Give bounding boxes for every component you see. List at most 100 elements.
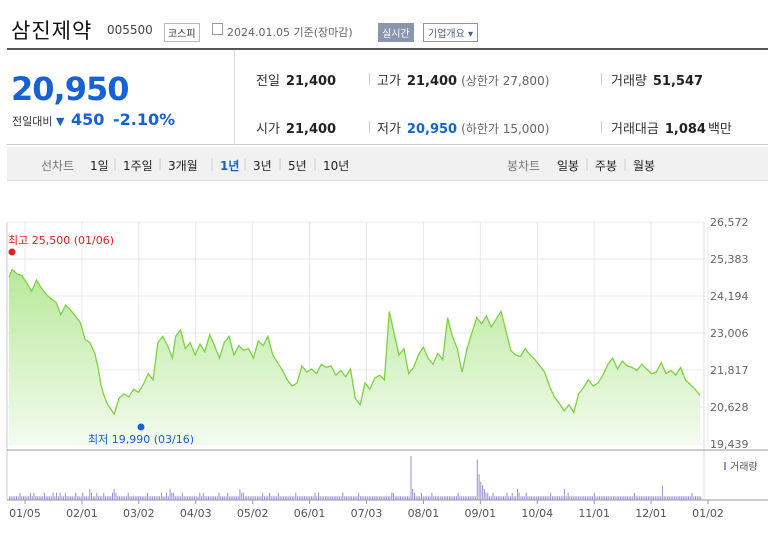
y-tick-label: 23,006 [710,327,749,340]
volume-bar [679,496,681,500]
volume-bar [342,492,344,500]
volume-bar [377,496,379,500]
volume-bar [684,496,686,500]
volume-bar [286,496,288,500]
volume-bar [176,496,178,500]
volume-bar [646,496,648,500]
period-1w[interactable]: 1주일 [123,159,153,173]
volume-bar [331,496,333,500]
volume-bar [461,496,463,500]
volume-bar [91,492,92,500]
volume-bar [23,496,24,500]
candle-daily[interactable]: 일봉 [557,159,580,173]
volume-bar [105,496,106,500]
volume-bar [269,492,271,500]
volume-bar [201,496,202,500]
volume-bar [567,492,569,500]
x-tick-label: 08/01 [408,507,440,520]
volume-bar [33,492,35,500]
volume-bar [106,496,108,500]
volume-bar [279,496,281,500]
volume-bar [382,496,384,500]
volume-bar [202,492,204,500]
volume-bar [225,496,227,500]
volume-bar [675,496,677,500]
volume-bar [606,496,607,500]
volume-bar [586,496,588,500]
volume-bar [166,492,168,500]
y-tick-label: 25,383 [710,253,749,266]
volume-bar [518,492,520,500]
volume-bar [253,496,255,500]
volume-bar [314,492,316,500]
y-tick-label: 19,439 [710,438,749,451]
volume-bar [541,496,543,500]
period-3y[interactable]: 3년 [253,159,272,173]
volume-bar [124,496,126,500]
volume-bar [532,496,534,500]
x-tick-label: 11/01 [578,507,610,520]
volume-bar [616,496,618,500]
volume-bar [688,496,689,500]
volume-bar [9,496,10,500]
volume-bar [618,496,620,500]
realtime-button[interactable]: 실시간 [378,23,414,42]
period-1d[interactable]: 1일 [90,159,109,173]
volume-bar [167,496,169,500]
volume-bar [358,492,360,500]
volume-bar [319,496,321,500]
volume-bar [455,496,457,500]
x-tick-label: 04/03 [180,507,212,520]
volume-bar [640,496,642,500]
volume-bar [496,496,497,500]
volume-bar [321,496,323,500]
volume-bar [96,492,98,500]
volume-bar [523,496,525,500]
volume-bar [667,496,669,500]
volume-bar [654,496,656,500]
volume-bar [316,496,318,500]
volume-bar [405,496,407,500]
current-price: 20,950 [11,70,129,108]
volume-bar [267,496,269,500]
volume-bar [639,496,641,500]
period-3m[interactable]: 3개월 [168,159,198,173]
volume-bar [462,496,464,500]
volume-bar [407,496,408,500]
volume-bar [677,496,679,500]
period-5y[interactable]: 5년 [288,159,307,173]
volume-bar [45,496,47,500]
candle-monthly[interactable]: 월봉 [633,159,656,173]
volume-bar [475,496,477,500]
volume-bar [670,496,672,500]
volume-bar [585,496,586,500]
price-chart[interactable]: 26,572 25,383 24,194 23,006 21,817 20,628 19,4… [0,182,768,536]
volume-bar [237,496,239,500]
volume-bar [103,492,105,500]
volume-bar [630,496,632,500]
volume-bar [262,492,264,500]
volume-bar [344,496,346,500]
volume-bar [588,496,590,500]
period-1y[interactable]: 1년 [220,159,240,173]
x-tick-label: 03/02 [123,507,155,520]
volume-bar [572,496,574,500]
volume-bar [414,492,415,500]
volume-bar [499,496,501,500]
volume-bar [129,496,131,500]
volume-bar [359,496,361,500]
volume-bar [625,496,627,500]
volume-bar [59,492,61,500]
company-overview-button[interactable]: 기업개요 ▾ [423,23,478,42]
candle-weekly[interactable]: 주봉 [595,159,618,173]
volume-bar [487,492,489,500]
volume-bar [674,496,676,500]
volume-bar [300,496,302,500]
volume-bar [112,492,113,500]
volume-bar [42,496,44,500]
price-line [8,268,701,416]
volume-bar [138,496,140,500]
volume-bar [623,496,625,500]
period-10y[interactable]: 10년 [323,159,350,173]
volume-bar [174,496,176,500]
